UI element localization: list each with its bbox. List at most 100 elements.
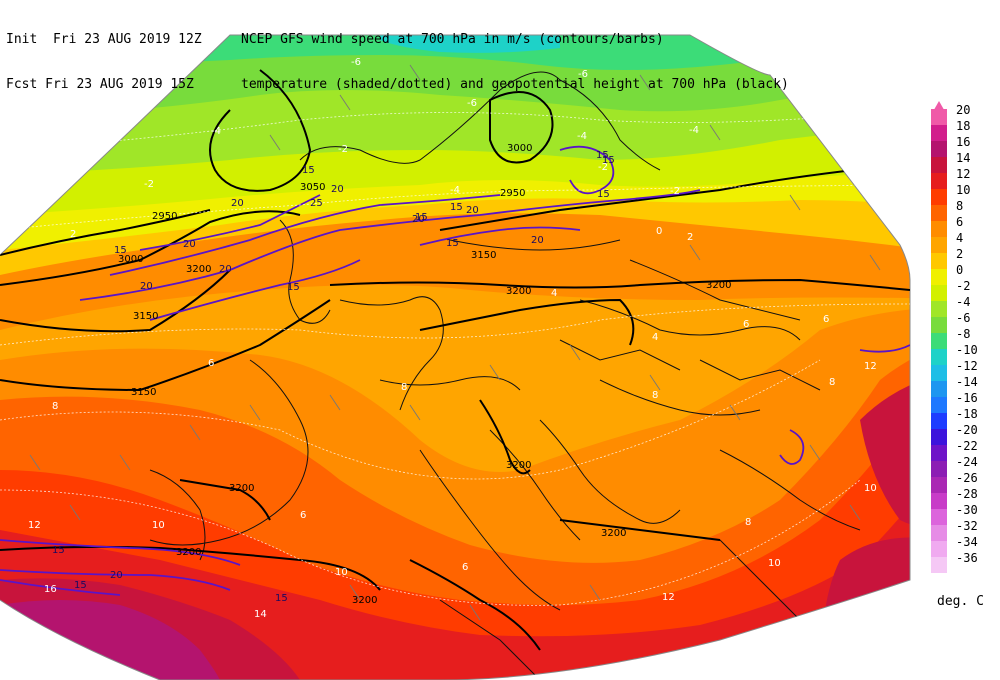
temperature-label: -4	[211, 126, 221, 137]
temperature-label: -6	[467, 98, 477, 109]
colorbar-swatch	[931, 301, 947, 317]
temperature-label: 10	[335, 567, 348, 578]
colorbar-swatch	[931, 333, 947, 349]
wind-label: 15	[596, 150, 609, 161]
height-label: 3200	[506, 286, 531, 297]
wind-barbs	[29, 64, 881, 621]
wind-label: 20	[183, 239, 196, 250]
wind-labels: 15 20 20 25 20 15 20 20 15 15 20 15 15 2…	[52, 150, 615, 604]
height-label: 3150	[131, 387, 156, 398]
wind-label: 20	[466, 205, 479, 216]
temperature-labels: -6 -4 -2 -6 -4 -4 -2 -2 -4 0 2 2 4 4 6 6…	[28, 57, 877, 620]
colorbar-tick-label: -12	[956, 359, 978, 373]
colorbar-swatch	[931, 525, 947, 541]
map-outline	[0, 34, 911, 680]
temperature-label: 6	[300, 510, 306, 521]
colorbar-tick-label: -26	[956, 471, 978, 485]
colorbar-tick-label: 20	[956, 103, 971, 117]
temperature-isolines	[0, 99, 910, 606]
height-label: 3150	[133, 311, 158, 322]
wind-contours	[0, 145, 910, 596]
colorbar-swatch	[931, 109, 947, 125]
height-label: 3200	[506, 460, 531, 471]
temperature-label: -4	[450, 185, 460, 196]
colorbar-tick-label: 4	[956, 231, 964, 245]
colorbar-swatch	[931, 141, 947, 157]
product-title: NCEP GFS wind speed at 700 hPa in m/s (c…	[241, 32, 664, 47]
colorbar-tick-label: -2	[956, 279, 971, 293]
colorbar-tick-label: -36	[956, 551, 978, 565]
colorbar-tick-label: -10	[956, 343, 978, 357]
height-label: 2950	[152, 211, 177, 222]
temperature-label: 8	[829, 377, 835, 388]
colorbar-tick-label: -20	[956, 423, 978, 437]
temperature-label: -2	[670, 186, 680, 197]
temperature-label: 6	[462, 562, 468, 573]
temperature-label: 12	[864, 361, 877, 372]
wind-label: 20	[231, 198, 244, 209]
wind-label: 15	[74, 580, 87, 591]
temperature-label: 2	[70, 229, 76, 240]
temperature-label: 2	[687, 232, 693, 243]
wind-label: 20	[412, 214, 425, 225]
height-label: 3050	[300, 182, 325, 193]
wind-label: 15	[52, 545, 65, 556]
temperature-label: 0	[656, 226, 662, 237]
temperature-label: -6	[351, 57, 361, 68]
temperature-label: 12	[662, 592, 675, 603]
chart-header: Init Fri 23 AUG 2019 12Z NCEP GFS wind sp…	[6, 2, 789, 107]
colorbar-tick-label: -30	[956, 503, 978, 517]
colorbar-swatch	[931, 381, 947, 397]
height-label: 3200	[706, 280, 731, 291]
colorbar-tick-label: 6	[956, 215, 964, 229]
colorbar-tick-label: -6	[956, 311, 971, 325]
temperature-label: 8	[401, 382, 407, 393]
temperature-label: 8	[652, 390, 658, 401]
colorbar-swatch	[931, 477, 947, 493]
temperature-label: -2	[598, 162, 608, 173]
colorbar-swatch	[931, 269, 947, 285]
colorbar-swatch	[931, 125, 947, 141]
height-label: 3150	[471, 250, 496, 261]
temperature-label: 8	[745, 517, 751, 528]
colorbar-units: deg. C	[937, 594, 984, 609]
height-contours	[0, 69, 910, 651]
temperature-label: 6	[743, 319, 749, 330]
temperature-label: 10	[864, 483, 877, 494]
colorbar-swatch	[931, 397, 947, 413]
country-borders	[149, 71, 861, 680]
temperature-label: -4	[577, 131, 587, 142]
colorbar-swatch	[931, 413, 947, 429]
colorbar-swatch	[931, 445, 947, 461]
height-label: 3200	[601, 528, 626, 539]
wind-label: 15	[114, 245, 127, 256]
colorbar-swatch	[931, 493, 947, 509]
height-label: 3200	[186, 264, 211, 275]
colorbar-swatch	[931, 461, 947, 477]
temperature-label: -6	[578, 69, 588, 80]
colorbar-tick-label: 2	[956, 247, 964, 261]
colorbar-tick-label: 16	[956, 135, 971, 149]
wind-label: 15	[275, 593, 288, 604]
wind-label: 20	[140, 281, 153, 292]
temperature-label: 10	[152, 520, 165, 531]
colorbar-swatch	[931, 221, 947, 237]
wind-label: 15	[597, 189, 610, 200]
temperature-label: -2	[144, 179, 154, 190]
wind-label: 25	[310, 198, 323, 209]
wind-label: 15	[450, 202, 463, 213]
colorbar-swatch	[931, 365, 947, 381]
colorbar-swatch	[931, 285, 947, 301]
colorbar-tick-label: -14	[956, 375, 978, 389]
colorbar	[931, 101, 947, 573]
colorbar-tick-label: -24	[956, 455, 978, 469]
height-label: 3200	[352, 595, 377, 606]
colorbar-swatch	[931, 205, 947, 221]
wind-label: 15	[415, 212, 428, 223]
colorbar-swatch	[931, 557, 947, 573]
colorbar-swatch	[931, 349, 947, 365]
temperature-label: 6	[823, 314, 829, 325]
wind-label: 20	[219, 264, 232, 275]
colorbar-tick-label: 10	[956, 183, 971, 197]
wind-label: 15	[287, 282, 300, 293]
